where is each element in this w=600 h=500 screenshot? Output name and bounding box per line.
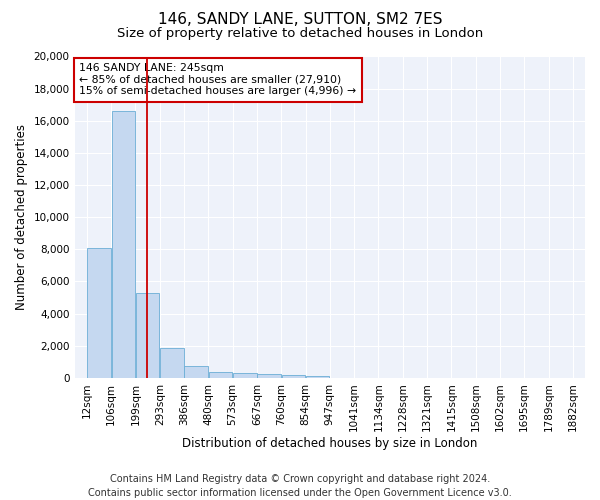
Bar <box>209 372 232 378</box>
Text: 146 SANDY LANE: 245sqm
← 85% of detached houses are smaller (27,910)
15% of semi: 146 SANDY LANE: 245sqm ← 85% of detached… <box>79 63 356 96</box>
Text: 146, SANDY LANE, SUTTON, SM2 7ES: 146, SANDY LANE, SUTTON, SM2 7ES <box>158 12 442 28</box>
Bar <box>184 366 208 378</box>
Text: Size of property relative to detached houses in London: Size of property relative to detached ho… <box>117 28 483 40</box>
X-axis label: Distribution of detached houses by size in London: Distribution of detached houses by size … <box>182 437 478 450</box>
Bar <box>112 111 135 378</box>
Bar <box>233 374 257 378</box>
Bar <box>87 248 111 378</box>
Y-axis label: Number of detached properties: Number of detached properties <box>15 124 28 310</box>
Bar <box>306 376 329 378</box>
Bar <box>257 374 281 378</box>
Text: Contains HM Land Registry data © Crown copyright and database right 2024.
Contai: Contains HM Land Registry data © Crown c… <box>88 474 512 498</box>
Bar <box>281 375 305 378</box>
Bar <box>160 348 184 378</box>
Bar <box>136 292 160 378</box>
